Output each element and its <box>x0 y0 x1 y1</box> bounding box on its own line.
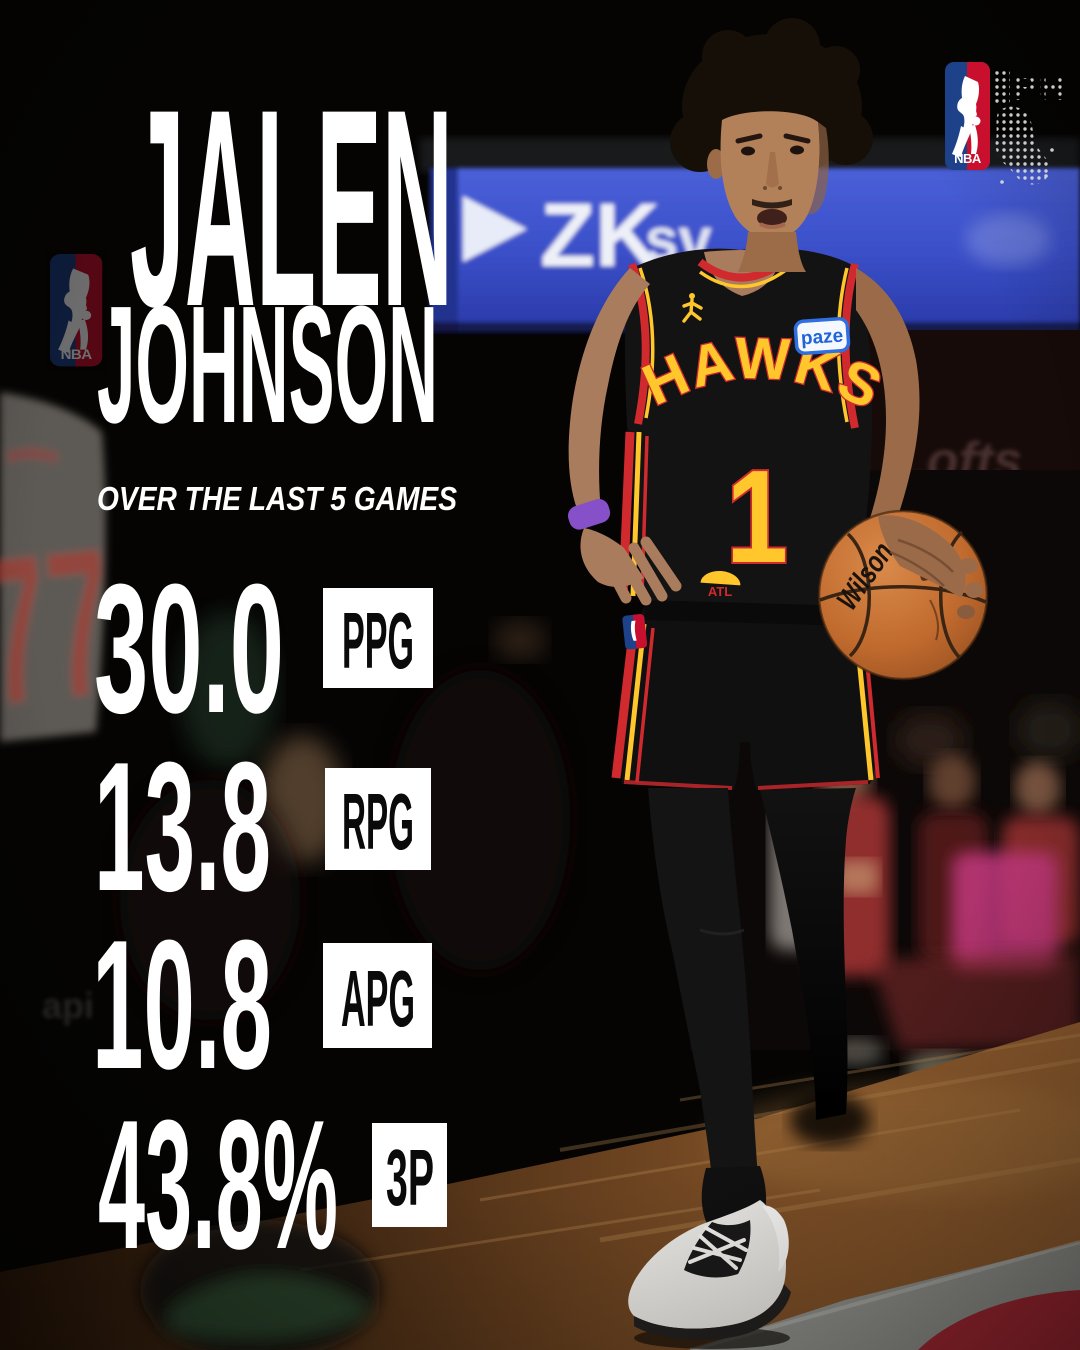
stat-label: RPG <box>342 777 414 866</box>
nba-logo <box>945 62 990 170</box>
stat-label: PPG <box>342 596 414 685</box>
stat-value: 43.8% <box>98 1081 338 1287</box>
stat-label-box <box>325 768 431 870</box>
title-line2: JOHNSON <box>97 272 438 458</box>
title-line1: JALEN <box>130 51 453 365</box>
text-overlay: JALEN JOHNSON OVER THE LAST 5 GAMES 30.0… <box>92 51 457 1287</box>
stat-label-box <box>323 943 432 1048</box>
stat-value: 10.8 <box>92 901 272 1107</box>
ph-logo-text: PH <box>1014 67 1064 108</box>
stat-row-apg: 10.8 APG <box>92 901 432 1107</box>
ph-dotted-logo: PH <box>995 67 1064 185</box>
stat-label-box <box>372 1123 447 1227</box>
stat-value: 13.8 <box>94 723 271 929</box>
subtitle: OVER THE LAST 5 GAMES <box>97 480 457 517</box>
stat-label: 3P <box>386 1133 434 1222</box>
stat-label: APG <box>341 954 415 1043</box>
stat-row-ppg: 30.0 PPG <box>94 545 433 751</box>
stat-label-box <box>323 588 433 688</box>
stat-value: 30.0 <box>94 545 284 751</box>
stat-row-3p: 43.8% 3P <box>98 1081 447 1287</box>
stat-row-rpg: 13.8 RPG <box>94 723 431 929</box>
